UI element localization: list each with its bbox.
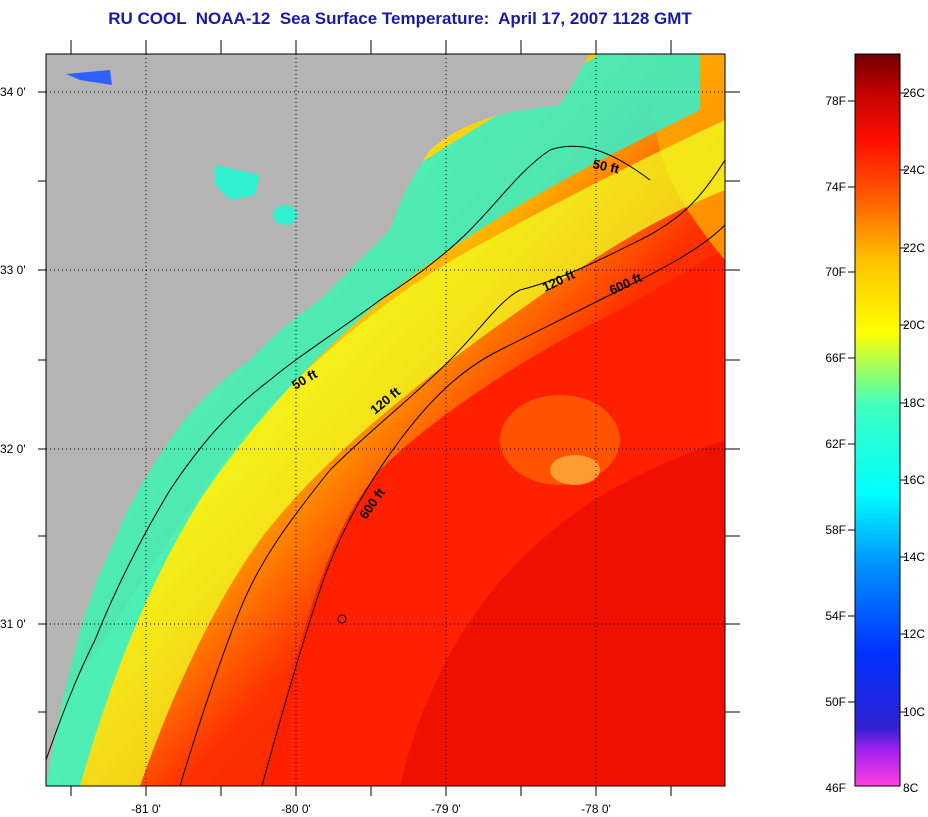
lat-label-31: 31 0': [0, 617, 26, 631]
contour-120ft: [179, 159, 725, 786]
contour-closed-loop: [337, 614, 347, 624]
colorbar-c-8: 8C: [903, 781, 919, 795]
lon-label-80: -80 0': [281, 802, 311, 816]
map-area: [46, 54, 725, 786]
contour-50ft: [46, 145, 651, 761]
lat-label-32: 32 0': [0, 442, 26, 456]
colorbar-f-74: 74F: [825, 180, 846, 194]
map-title: RU COOL NOAA-12 Sea Surface Temperature:…: [108, 9, 692, 28]
colorbar-c-24: 24C: [903, 163, 925, 177]
colorbar-c-14: 14C: [903, 550, 925, 564]
colorbar-c-12: 12C: [903, 627, 925, 641]
colorbar-f-78: 78F: [825, 94, 846, 108]
lon-label-79: -79 0': [431, 802, 461, 816]
lon-label-81: -81 0': [131, 802, 161, 816]
inland-lake-2: [273, 205, 297, 225]
map-frame: [45, 53, 726, 787]
inland-lake: [215, 165, 260, 200]
mid-shelf-band: [46, 120, 725, 786]
colorbar-c-10: 10C: [903, 705, 925, 719]
lon-label-78: -78 0': [581, 802, 611, 816]
colorbar-f-66: 66F: [825, 351, 846, 365]
colorbar-gradient: [854, 53, 901, 787]
gulf-stream-core: [400, 440, 725, 786]
inland-lake-3: [66, 70, 112, 85]
colorbar-c-16: 16C: [903, 473, 925, 487]
colorbar-c-20: 20C: [903, 318, 925, 332]
colorbar-f-70: 70F: [825, 265, 846, 279]
axis-ticks: [38, 40, 740, 796]
contour-600ft: [261, 224, 725, 786]
colorbar-f-46: 46F: [825, 781, 846, 795]
eddy-center: [550, 455, 600, 485]
contour-label-50ft-north: 50 ft: [591, 156, 621, 176]
colorbar-f-58: 58F: [825, 523, 846, 537]
land-mass: [46, 54, 590, 786]
colorbar-f-54: 54F: [825, 609, 846, 623]
colorbar-c-22: 22C: [903, 241, 925, 255]
lat-label-33: 33 0': [0, 263, 26, 277]
colorbar: 78F 74F 70F 66F 62F 58F 54F 50F 46F 26C …: [825, 53, 925, 795]
colorbar-c-18: 18C: [903, 396, 925, 410]
colorbar-f-62: 62F: [825, 437, 846, 451]
colorbar-c-26: 26C: [903, 86, 925, 100]
colorbar-f-50: 50F: [825, 695, 846, 709]
lat-label-34: 34 0': [0, 85, 26, 99]
